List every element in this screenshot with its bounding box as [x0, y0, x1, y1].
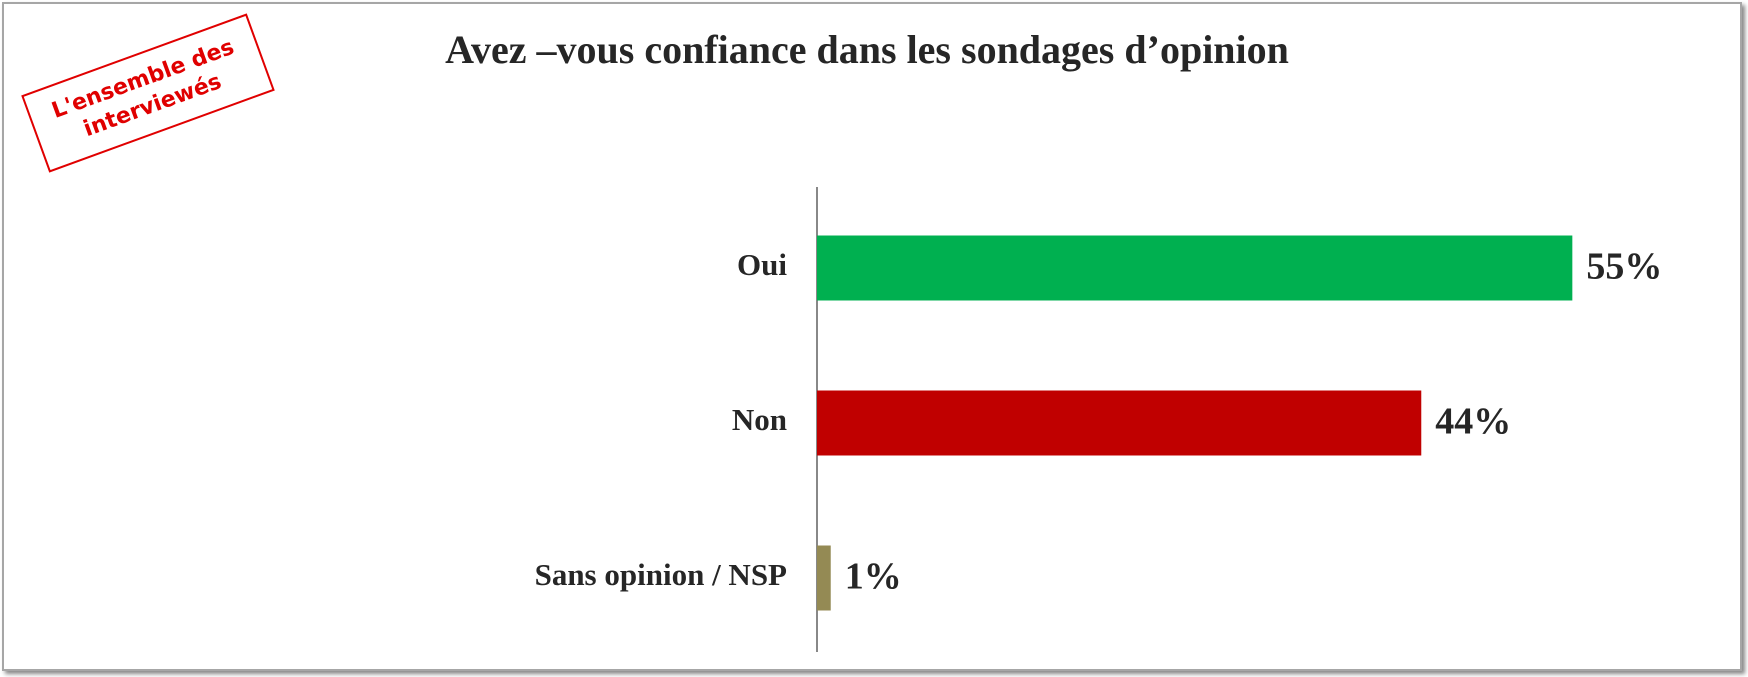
category-label: Oui	[737, 247, 787, 282]
category-label: Non	[732, 402, 787, 437]
bar	[817, 390, 1422, 456]
bar	[817, 545, 831, 611]
chart-title: Avez –vous confiance dans les sondages d…	[445, 27, 1289, 72]
category-label: Sans opinion / NSP	[535, 557, 787, 592]
value-label: 1%	[845, 556, 902, 598]
value-label: 44%	[1435, 401, 1511, 443]
bar	[817, 235, 1573, 301]
value-label: 55%	[1586, 246, 1662, 288]
